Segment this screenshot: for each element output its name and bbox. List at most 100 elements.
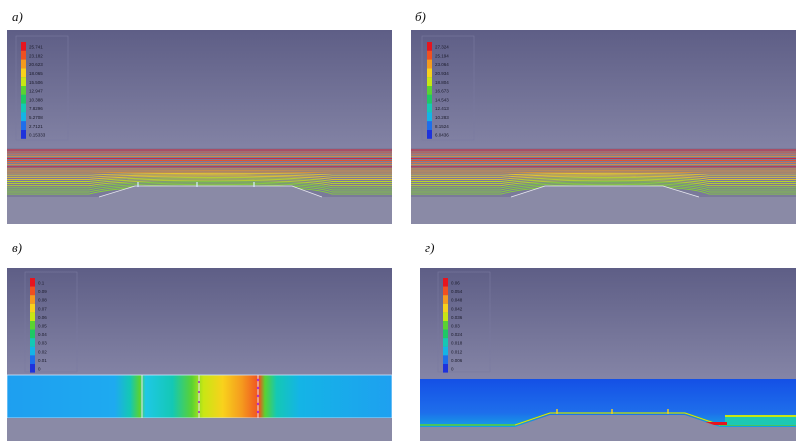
legend-value: 16.673	[435, 89, 449, 94]
legend-value: 10.283	[435, 115, 449, 120]
legend-swatch	[427, 42, 432, 51]
legend-swatch	[427, 86, 432, 95]
legend-swatch	[443, 329, 448, 339]
streamline	[7, 178, 392, 185]
legend-value: 10.388	[29, 97, 43, 102]
legend-swatch	[427, 50, 432, 60]
streamline	[7, 172, 392, 176]
legend-value: 0.15333	[29, 133, 46, 138]
streamline	[411, 171, 796, 174]
legend-swatch	[427, 112, 432, 122]
streamline	[7, 182, 392, 191]
legend-swatch	[427, 94, 432, 104]
legend-swatch	[30, 312, 35, 321]
streamline	[411, 178, 796, 185]
legend-swatch	[30, 295, 35, 304]
legend-swatch	[21, 94, 26, 104]
panel-label-a: а)	[12, 9, 23, 24]
legend-value: 0.05	[38, 323, 47, 328]
legend-swatch	[443, 303, 448, 313]
legend-swatch	[30, 303, 35, 313]
legend-value: 0.036	[451, 315, 463, 320]
legend-value: 0	[38, 366, 41, 371]
strut-marks	[137, 182, 255, 187]
legend-value: 0.048	[451, 298, 463, 303]
legend-value: 25.194	[435, 53, 449, 58]
panel-label-v: в)	[12, 240, 22, 255]
legend-value: 0.006	[451, 358, 463, 363]
channel-bottom-wall	[7, 186, 392, 224]
legend-swatch	[21, 50, 26, 60]
legend-value: 27.324	[435, 45, 449, 50]
streamline	[411, 175, 796, 180]
legend-swatch	[21, 130, 26, 139]
legend-swatch	[427, 130, 432, 139]
legend-value: 0.06	[38, 315, 47, 320]
legend-value: 18.065	[29, 71, 43, 76]
outlet-layer-edge	[725, 415, 796, 417]
legend-value: 0.04	[38, 332, 47, 337]
legend-value: 8.1524	[435, 124, 449, 129]
legend-swatch	[21, 112, 26, 122]
legend-box	[437, 271, 491, 373]
legend-value: 15.506	[29, 80, 43, 85]
streamline	[7, 181, 392, 189]
legend-box	[421, 35, 475, 141]
streamline	[7, 179, 392, 187]
legend-swatch	[30, 364, 35, 373]
legend-swatch	[443, 312, 448, 321]
color-legend: 0.1 0.09 0.08 0.07 0.06 0.05 0.04 0.03 0.02 0.01 0	[30, 278, 47, 373]
legend-swatch	[427, 68, 432, 78]
legend-swatch	[21, 42, 26, 51]
outlet-hot-strip	[705, 422, 727, 425]
legend-swatch	[443, 321, 448, 330]
legend-value: 14.543	[435, 97, 449, 102]
simulation-panel-b: 27.324 25.194 23.064 20.934 18.804 16.673 14.5…	[411, 30, 796, 224]
legend-value: 0.1	[38, 280, 45, 285]
membrane-markers	[198, 378, 260, 414]
legend-swatch	[443, 338, 448, 347]
bump-outline	[98, 185, 323, 198]
streamline	[411, 177, 796, 182]
streamline	[411, 182, 796, 191]
legend-box	[24, 271, 78, 373]
legend-swatch	[30, 338, 35, 347]
legend-value: 12.413	[435, 106, 449, 111]
channel-bottom-wall	[7, 418, 392, 441]
streamlines	[411, 149, 796, 195]
legend-swatch	[443, 295, 448, 304]
legend-value: 0.09	[38, 289, 47, 294]
streamline	[411, 172, 796, 176]
legend-swatch	[21, 59, 26, 69]
legend-swatch	[21, 86, 26, 95]
legend-value: 20.623	[29, 62, 43, 67]
legend-swatch	[443, 286, 448, 296]
streamline	[7, 171, 392, 174]
streamline	[411, 174, 796, 178]
legend-value: 12.947	[29, 89, 43, 94]
panel-label-g: г)	[425, 240, 435, 255]
legend-value: 6.0436	[435, 133, 449, 138]
legend-value: 0.024	[451, 332, 463, 337]
legend-value: 18.804	[435, 80, 449, 85]
legend-value: 0.01	[38, 358, 47, 363]
legend-value: 0.03	[451, 323, 460, 328]
legend-value: 7.8296	[29, 106, 43, 111]
legend-swatch	[30, 329, 35, 339]
legend-swatch	[427, 59, 432, 69]
legend-value: 0.012	[451, 349, 463, 354]
legend-swatch	[30, 346, 35, 356]
panel-label-b: б)	[415, 9, 426, 24]
legend-swatch	[443, 278, 448, 287]
color-legend: 0.06 0.054 0.048 0.042 0.036 0.03 0.024 0.018 0.…	[443, 278, 463, 373]
legend-value: 0.042	[451, 306, 463, 311]
strut-marks	[556, 409, 669, 414]
legend-value: 23.064	[435, 62, 449, 67]
legend-value: 0.02	[38, 349, 47, 354]
legend-swatch	[30, 278, 35, 287]
channel-bottom-wall	[420, 415, 796, 441]
legend-swatch	[30, 355, 35, 364]
legend-swatch	[30, 321, 35, 330]
legend-value: 0.018	[451, 341, 463, 346]
legend-swatch	[443, 364, 448, 373]
